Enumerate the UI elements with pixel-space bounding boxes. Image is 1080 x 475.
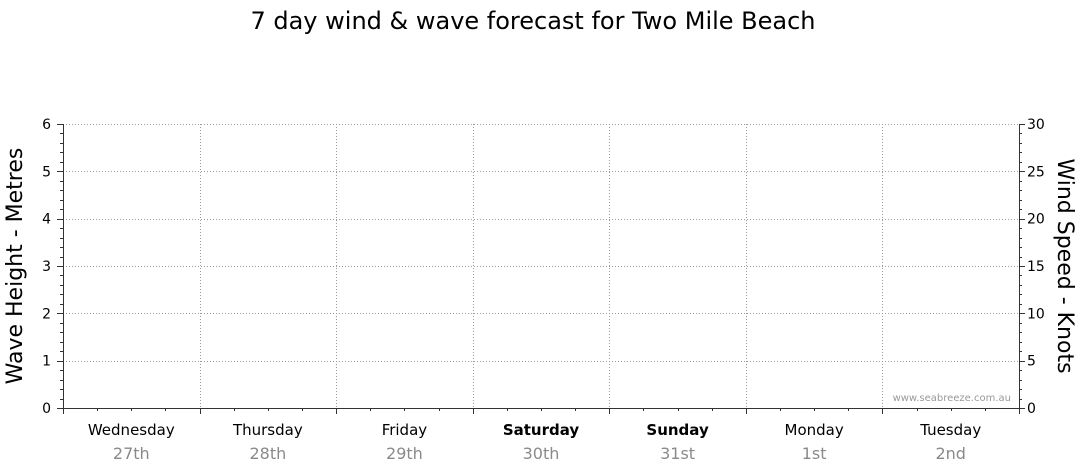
day-date-label: 1st bbox=[802, 444, 827, 463]
day-date-label: 28th bbox=[249, 444, 286, 463]
axis-layer bbox=[57, 124, 1025, 414]
day-name-label: Wednesday bbox=[88, 421, 175, 439]
day-date-label: 30th bbox=[523, 444, 560, 463]
day-name-label: Saturday bbox=[503, 421, 580, 439]
right-tick-label: 25 bbox=[1027, 164, 1045, 180]
day-date-label: 2nd bbox=[935, 444, 965, 463]
right-tick-label: 30 bbox=[1027, 117, 1045, 133]
watermark-text: www.seabreeze.com.au bbox=[893, 393, 1011, 404]
day-date-label: 31st bbox=[660, 444, 695, 463]
day-name-label: Friday bbox=[382, 421, 428, 439]
day-name-label: Sunday bbox=[646, 421, 709, 439]
day-date-label: 27th bbox=[113, 444, 150, 463]
chart-title: 7 day wind & wave forecast for Two Mile … bbox=[250, 7, 815, 35]
grid-layer bbox=[63, 124, 1019, 408]
left-tick-label: 6 bbox=[42, 117, 51, 133]
left-tick-label: 4 bbox=[42, 212, 51, 228]
right-tick-label: 20 bbox=[1027, 212, 1045, 228]
day-name-label: Thursday bbox=[232, 421, 303, 439]
day-name-label: Monday bbox=[785, 421, 844, 439]
left-tick-label: 5 bbox=[42, 164, 51, 180]
left-tick-label: 0 bbox=[42, 401, 51, 417]
right-tick-label: 10 bbox=[1027, 306, 1045, 322]
day-date-label: 29th bbox=[386, 444, 423, 463]
left-tick-label: 3 bbox=[42, 259, 51, 275]
right-tick-label: 15 bbox=[1027, 259, 1045, 275]
left-tick-label: 1 bbox=[42, 354, 51, 370]
right-tick-label: 0 bbox=[1027, 401, 1036, 417]
left-tick-label: 2 bbox=[42, 306, 51, 322]
label-layer: 0 1 2 3 4 5 6 0 5 10 15 20 25 30 Wednesday 27th Thursday… bbox=[42, 117, 1045, 463]
right-axis-title: Wind Speed - Knots bbox=[1052, 158, 1077, 373]
right-tick-label: 5 bbox=[1027, 354, 1036, 370]
day-name-label: Tuesday bbox=[919, 421, 981, 439]
left-axis-title: Wave Height - Metres bbox=[3, 148, 28, 385]
